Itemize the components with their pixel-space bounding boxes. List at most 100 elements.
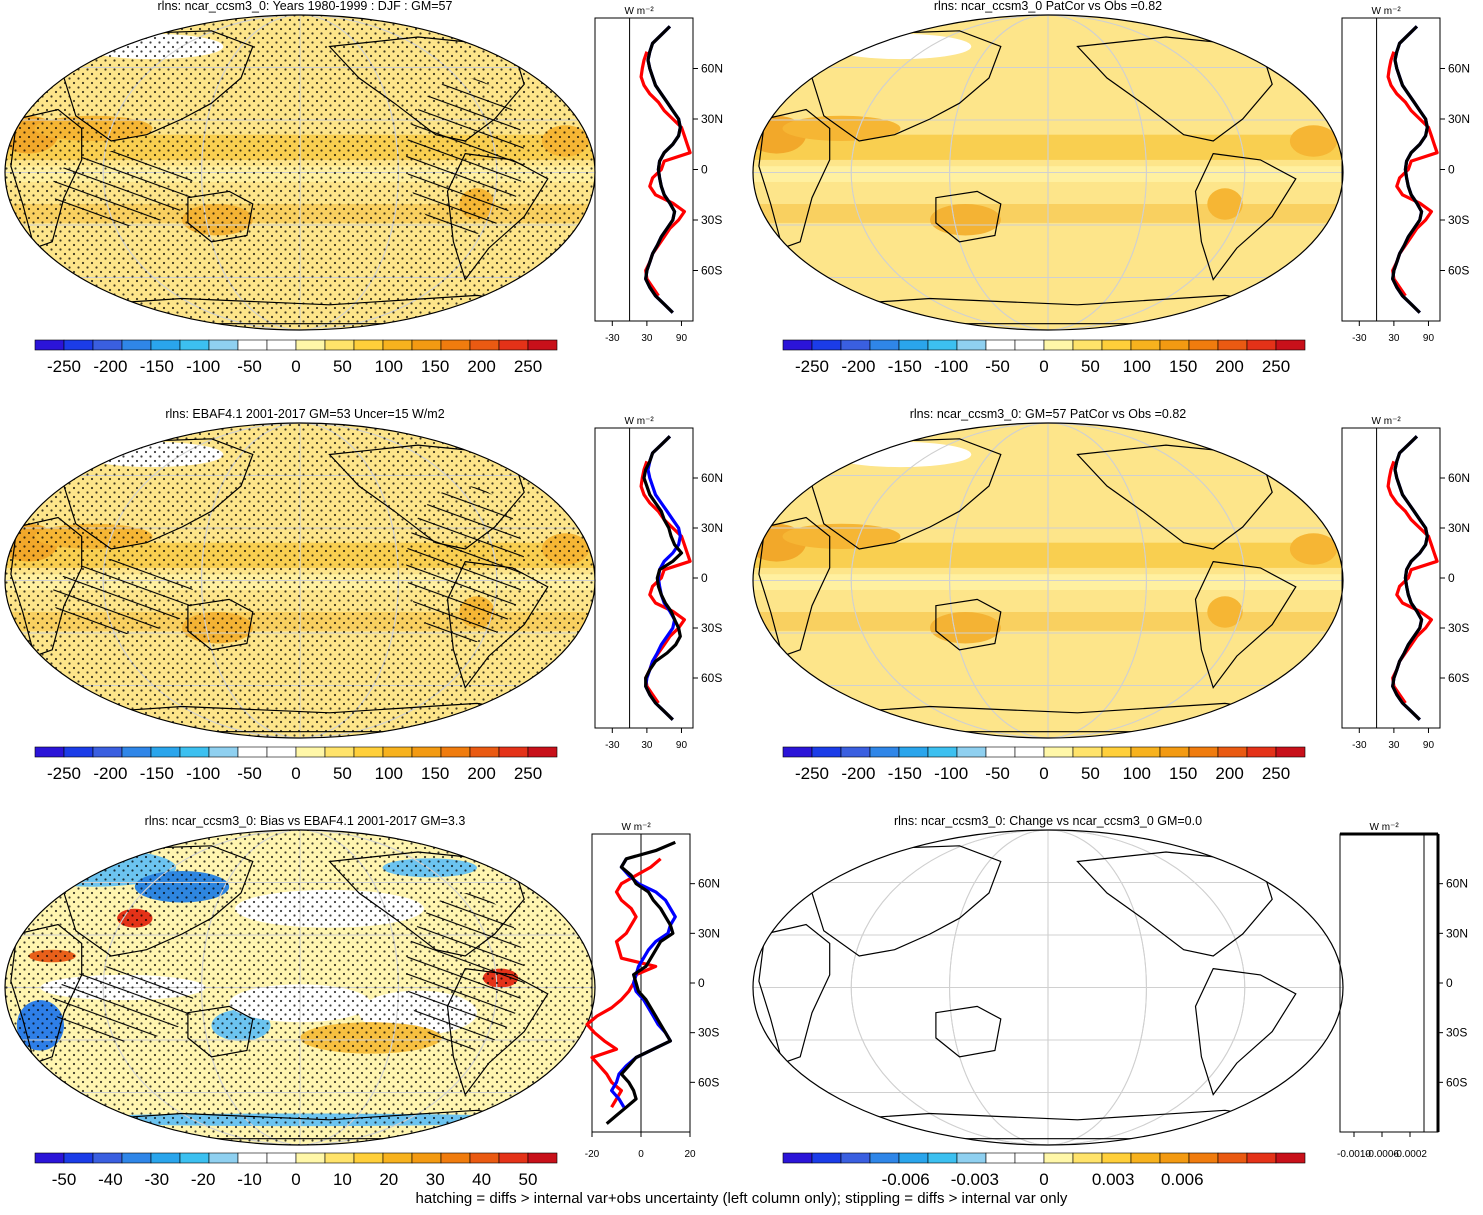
x-tick-label: -0.0002 [1393,1149,1427,1160]
colorbar-tick-label: -250 [47,357,81,376]
coastline-2 [935,1005,1002,1058]
colorbar-swatch [1246,746,1277,758]
colorbar-tick-label: 100 [1123,357,1151,376]
zonal-mean-panel-3: W m⁻² 60N 30N 0 30S 60S -30 30 90 [594,416,723,751]
colorbar-swatch [63,339,94,351]
colorbar-tick-label: 200 [1215,357,1243,376]
colorbar-swatch [1188,1152,1219,1164]
colorbar-swatch [208,339,239,351]
coastline-1 [799,30,1002,142]
lat-tick-label: 60N [1446,877,1468,891]
colorbar-swatch [1159,1152,1190,1164]
colorbar-swatch [295,1152,326,1164]
colorbar-swatch [440,746,471,758]
colorbar-tick-label: 50 [519,1170,538,1189]
colorbar-tick-label: 50 [1081,357,1100,376]
lat-tick-label: 30N [698,926,720,940]
colorbar-swatch [121,1152,152,1164]
colorbar-swatch [840,339,871,351]
x-tick-label: 90 [1423,740,1435,751]
lat-tick-label: 60S [701,264,722,278]
colorbar-swatch [1275,746,1306,758]
colorbar-tick-label: -50 [985,764,1010,783]
colorbar-swatch [179,746,210,758]
colorbar-tick-label: 150 [1169,764,1197,783]
colorbar-swatch [1072,1152,1103,1164]
colorbar-tick-label: -0.006 [882,1170,930,1189]
series-line-obs [639,460,692,704]
colorbar-swatch [92,1152,123,1164]
map-panel-2: rlns: ncar_ccsm3_0 PatCor vs Obs =0.82 [752,0,1344,331]
zonal-mean-panel-5: W m⁻² 60N 30N 0 30S 60S -20 0 20 [585,822,720,1160]
colorbar-tick-label: -100 [934,357,968,376]
coastline-1 [51,438,254,550]
series-line-obs [1386,51,1439,297]
colorbar-swatch [92,746,123,758]
lat-tick-label: 0 [701,571,708,585]
map-panel-3: rlns: EBAF4.1 2001-2017 GM=53 Uncer=15 W… [4,407,596,739]
colorbar-swatch [121,339,152,351]
lat-tick-label: 30S [1448,213,1469,227]
colorbar-tick-label: 100 [375,764,403,783]
colorbar-tick-label: 150 [421,357,449,376]
colorbar-tick-label: 150 [1169,357,1197,376]
x-tick-label: -30 [605,740,620,751]
colorbar-tick-label: 250 [514,764,542,783]
coastline-4 [446,560,549,689]
colorbar-tick-label: -50 [985,357,1010,376]
colorbar-tick-label: -50 [52,1170,77,1189]
colorbar-swatch [92,339,123,351]
colorbar-swatch [1275,339,1306,351]
series-line-main [1391,435,1429,721]
colorbar-swatch [324,746,355,758]
zonal-unit-label: W m⁻² [625,6,655,17]
map-outline [752,422,1344,739]
lat-tick-label: 30N [1448,521,1470,535]
colorbar-swatch [34,339,65,351]
colorbar-swatch [1014,339,1045,351]
zonal-unit-label: W m⁻² [1372,6,1402,17]
colorbar-swatch [869,1152,900,1164]
coastline-1 [799,845,1002,957]
coastline-4 [1194,967,1297,1096]
x-tick-label: 20 [684,1149,696,1160]
x-tick-label: -20 [585,1149,600,1160]
x-tick-label: 90 [676,740,688,751]
lat-tick-label: 60S [1446,1075,1467,1089]
colorbar-swatch [295,339,326,351]
x-tick-label: -30 [1352,740,1367,751]
x-tick-label: 30 [1388,333,1400,344]
colorbar-swatch [1072,339,1103,351]
colorbar-swatch [898,746,929,758]
zonal-unit-label: W m⁻² [625,416,655,427]
figure-footnote: hatching = diffs > internal var+obs unce… [415,1190,1068,1207]
colorbar-swatch [1014,1152,1045,1164]
colorbar-tick-label: 250 [514,357,542,376]
colorbar-tick-label: -100 [934,764,968,783]
colorbar-swatch [927,746,958,758]
map-panel-5: rlns: ncar_ccsm3_0: Bias vs EBAF4.1 2001… [4,814,596,1146]
map-outline [752,829,1344,1146]
colorbar-swatch [121,746,152,758]
colorbar-tick-label: 0 [1039,357,1048,376]
coastline-0 [758,108,831,249]
colorbar-swatch [782,746,813,758]
colorbar-6: -0.006 -0.003 0 0.003 0.006 [782,1152,1306,1189]
coastline-4 [446,152,549,281]
colorbar-swatch [237,339,268,351]
colorbar-swatch [295,746,326,758]
lat-tick-label: 60S [701,671,722,685]
colorbar-swatch [927,1152,958,1164]
coastline-0 [758,516,831,657]
colorbar-swatch [237,746,268,758]
lat-tick-label: 0 [1448,571,1455,585]
colorbar-tick-label: -150 [888,357,922,376]
colorbar-tick-label: -250 [795,764,829,783]
lat-tick-label: 30S [701,213,722,227]
colorbar-tick-label: 250 [1262,764,1290,783]
colorbar-tick-label: -100 [186,357,220,376]
coastline-1 [51,845,254,957]
colorbar-swatch [498,1152,529,1164]
zonal-mean-panel-4: W m⁻² 60N 30N 0 30S 60S -30 30 90 [1341,416,1470,751]
colorbar-tick-label: 40 [472,1170,491,1189]
